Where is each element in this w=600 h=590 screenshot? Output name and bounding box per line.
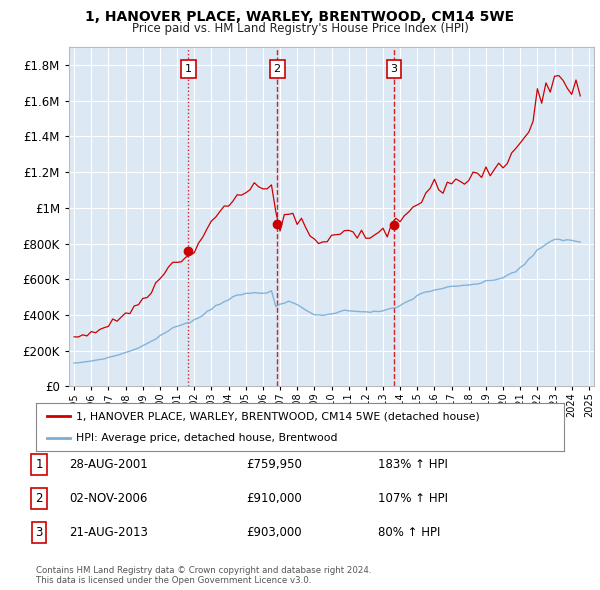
Text: Price paid vs. HM Land Registry's House Price Index (HPI): Price paid vs. HM Land Registry's House … <box>131 22 469 35</box>
Text: 3: 3 <box>391 64 397 74</box>
Text: HPI: Average price, detached house, Brentwood: HPI: Average price, detached house, Bren… <box>76 433 337 443</box>
Text: 2: 2 <box>35 492 43 505</box>
Text: 183% ↑ HPI: 183% ↑ HPI <box>378 458 448 471</box>
Text: £903,000: £903,000 <box>246 526 302 539</box>
Text: £910,000: £910,000 <box>246 492 302 505</box>
Text: £759,950: £759,950 <box>246 458 302 471</box>
Text: 1: 1 <box>185 64 192 74</box>
Text: 1: 1 <box>35 458 43 471</box>
Text: 28-AUG-2001: 28-AUG-2001 <box>69 458 148 471</box>
Text: Contains HM Land Registry data © Crown copyright and database right 2024.: Contains HM Land Registry data © Crown c… <box>36 566 371 575</box>
Text: This data is licensed under the Open Government Licence v3.0.: This data is licensed under the Open Gov… <box>36 576 311 585</box>
Text: 02-NOV-2006: 02-NOV-2006 <box>69 492 148 505</box>
Text: 21-AUG-2013: 21-AUG-2013 <box>69 526 148 539</box>
Text: 1, HANOVER PLACE, WARLEY, BRENTWOOD, CM14 5WE: 1, HANOVER PLACE, WARLEY, BRENTWOOD, CM1… <box>85 10 515 24</box>
Text: 107% ↑ HPI: 107% ↑ HPI <box>378 492 448 505</box>
Text: 1, HANOVER PLACE, WARLEY, BRENTWOOD, CM14 5WE (detached house): 1, HANOVER PLACE, WARLEY, BRENTWOOD, CM1… <box>76 411 479 421</box>
Text: 80% ↑ HPI: 80% ↑ HPI <box>378 526 440 539</box>
Text: 2: 2 <box>274 64 281 74</box>
Text: 3: 3 <box>35 526 43 539</box>
